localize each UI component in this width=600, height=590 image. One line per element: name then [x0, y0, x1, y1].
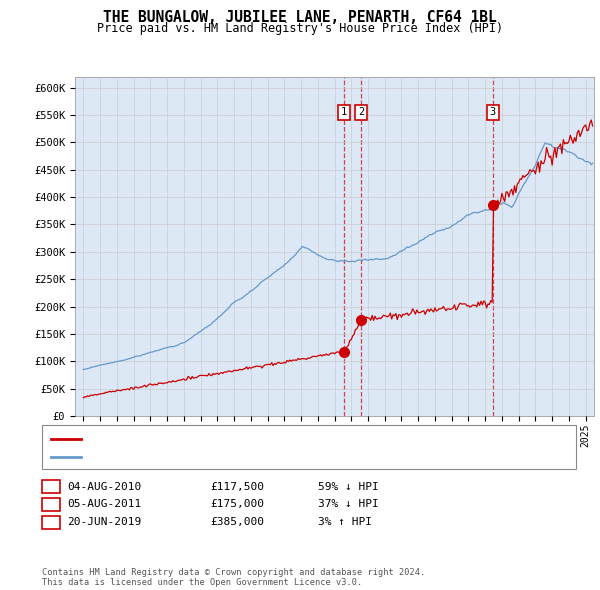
Text: £175,000: £175,000 [210, 500, 264, 509]
Text: Price paid vs. HM Land Registry's House Price Index (HPI): Price paid vs. HM Land Registry's House … [97, 22, 503, 35]
Text: 1: 1 [47, 482, 55, 491]
Text: 3% ↑ HPI: 3% ↑ HPI [318, 517, 372, 527]
Text: £117,500: £117,500 [210, 482, 264, 491]
Text: £385,000: £385,000 [210, 517, 264, 527]
Text: 05-AUG-2011: 05-AUG-2011 [67, 500, 142, 509]
Text: 3: 3 [47, 517, 55, 527]
Text: THE BUNGALOW, JUBILEE LANE, PENARTH, CF64 1BL: THE BUNGALOW, JUBILEE LANE, PENARTH, CF6… [103, 10, 497, 25]
Text: 04-AUG-2010: 04-AUG-2010 [67, 482, 142, 491]
Text: 3: 3 [490, 107, 496, 117]
Text: 37% ↓ HPI: 37% ↓ HPI [318, 500, 379, 509]
Text: THE BUNGALOW, JUBILEE LANE, PENARTH, CF64 1BL (detached house): THE BUNGALOW, JUBILEE LANE, PENARTH, CF6… [86, 434, 473, 444]
Text: 2: 2 [358, 107, 364, 117]
Text: Contains HM Land Registry data © Crown copyright and database right 2024.
This d: Contains HM Land Registry data © Crown c… [42, 568, 425, 587]
Text: 20-JUN-2019: 20-JUN-2019 [67, 517, 142, 527]
Text: HPI: Average price, detached house, Vale of Glamorgan: HPI: Average price, detached house, Vale… [86, 452, 417, 461]
Text: 59% ↓ HPI: 59% ↓ HPI [318, 482, 379, 491]
Text: 2: 2 [47, 500, 55, 509]
Text: 1: 1 [341, 107, 347, 117]
